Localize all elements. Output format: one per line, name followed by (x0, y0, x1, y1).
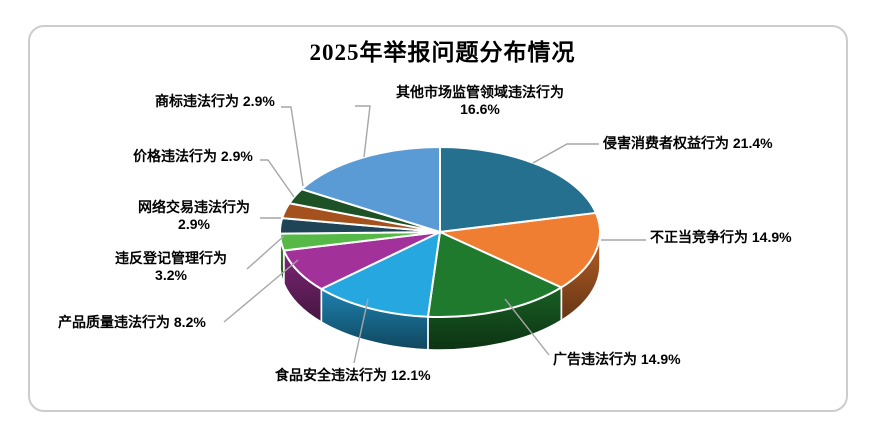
callout-line (260, 159, 295, 198)
callout-line (353, 298, 369, 364)
pie-slice (439, 146, 597, 233)
callout-line (355, 105, 371, 158)
callout-line (281, 106, 304, 187)
pie-slice-label: 广告违法行为 14.9% (553, 351, 681, 367)
pie-slice (426, 231, 563, 318)
pie-slice-label: 网络交易违法行为 2.9% (138, 199, 250, 232)
pie-slice (439, 211, 601, 289)
pie-slice (320, 231, 441, 318)
pie-slice-label: 产品质量违法行为 8.2% (58, 314, 206, 330)
pie-slice-label: 不正当竞争行为 14.9% (650, 229, 792, 245)
pie-slice (300, 146, 441, 233)
callout-line (532, 143, 599, 164)
pie-slice-label: 违反登记管理行为 3.2% (115, 250, 227, 283)
pie-slice-label: 食品安全违法行为 12.1% (275, 367, 431, 383)
pie-slice-label: 价格违法行为 2.9% (133, 148, 253, 164)
pie-slice-label: 其他市场监管领域违法行为 16.6% (396, 84, 564, 117)
callout-line (223, 259, 299, 323)
callout-line (246, 235, 285, 270)
chart-title: 2025年举报问题分布情况 (309, 40, 576, 65)
pie-slice-label: 侵害消费者权益行为 21.4% (603, 135, 773, 151)
callout-line (504, 298, 550, 356)
pie-slice-label: 商标违法行为 2.9% (155, 93, 275, 109)
